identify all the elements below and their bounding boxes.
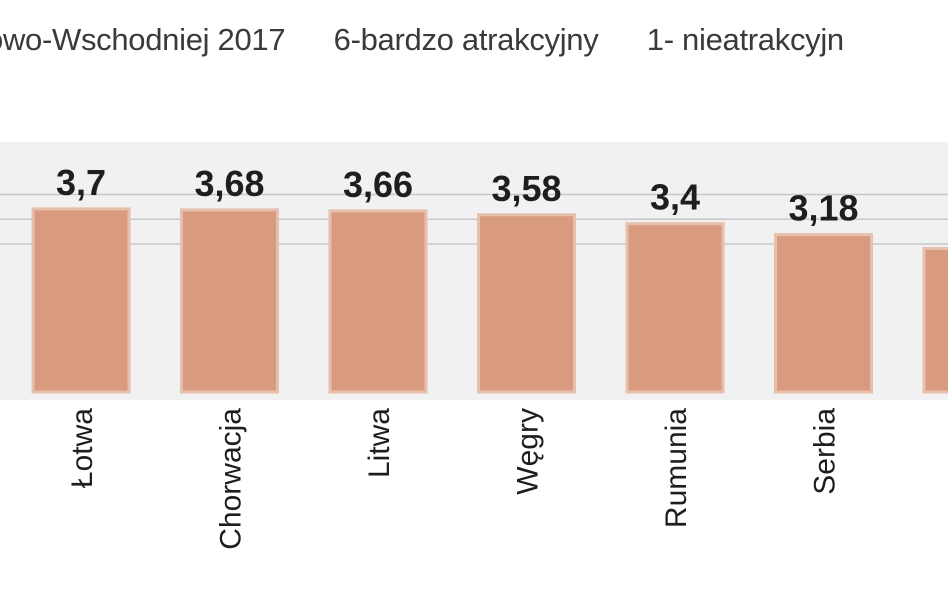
- category-label: Węgry: [512, 408, 545, 495]
- category-label: Serbia: [809, 408, 842, 495]
- value-label: 3,4: [650, 177, 700, 218]
- scale-note-high: 6-bardzo atrakcyjny: [333, 22, 599, 57]
- bar: [625, 222, 725, 394]
- bar: [180, 208, 279, 394]
- value-label: 3,7: [56, 162, 106, 203]
- value-label: 3,18: [788, 188, 858, 229]
- title-text: owo-Wschodniej 2017: [0, 22, 286, 57]
- bar: [922, 246, 948, 394]
- bar: [328, 209, 428, 394]
- value-label: 3,66: [343, 164, 413, 205]
- category-label: Chorwacja: [215, 408, 248, 550]
- bar: [31, 207, 131, 394]
- scale-note-low: 1- nieatrakcyjn: [646, 22, 844, 57]
- value-label: 3,58: [491, 168, 561, 209]
- chart-title: owo-Wschodniej 2017 6-bardzo atrakcyjny …: [0, 22, 884, 58]
- value-label: 3,68: [194, 163, 264, 204]
- bar: [774, 233, 873, 394]
- category-label: Rumunia: [660, 408, 693, 528]
- category-label: Łotwa: [66, 408, 99, 488]
- bar: [477, 213, 576, 394]
- category-label: Litwa: [363, 408, 396, 478]
